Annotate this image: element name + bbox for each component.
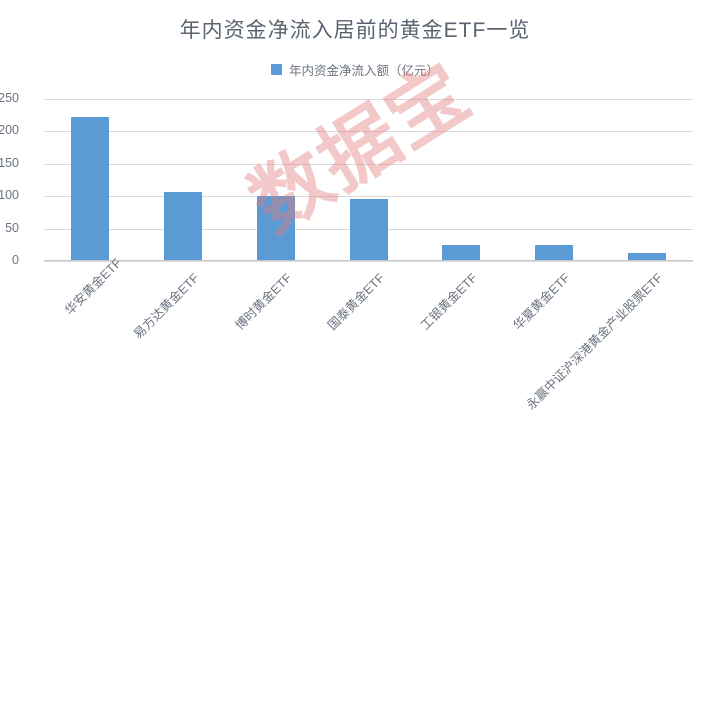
legend-series-label: 年内资金净流入额（亿元） <box>288 64 439 78</box>
bar[interactable] <box>442 244 481 261</box>
gridline <box>44 163 693 165</box>
x-axis-tick-label: 永赢中证沪深港黄金产业股票ETF <box>523 270 666 413</box>
bar[interactable] <box>349 198 388 261</box>
chart-title: 年内资金净流入居前的黄金ETF一览 <box>179 19 531 42</box>
y-axis-tick-label: 250 <box>0 91 19 105</box>
x-axis-tick-label: 博时黄金ETF <box>232 270 295 333</box>
bar[interactable] <box>71 117 110 261</box>
gridline <box>44 261 693 262</box>
gridline <box>44 196 693 198</box>
x-axis-tick-label: 工银黄金ETF <box>417 270 480 333</box>
chart-legend: 年内资金净流入额（亿元） <box>0 60 710 79</box>
x-axis-label-group: 华安黄金ETF 易方达黄金ETF 博时黄金ETF 国泰黄金ETF 工银黄金ETF 华夏黄金… <box>44 255 693 462</box>
y-axis-tick-label: 150 <box>0 155 19 170</box>
y-axis-tick-label: 50 <box>5 220 19 235</box>
plot-area: 250 200 150 100 50 0 <box>0 91 693 267</box>
bar[interactable] <box>164 192 203 261</box>
gridline <box>44 131 693 133</box>
bar[interactable] <box>627 252 666 261</box>
y-axis-tick-label: 200 <box>0 123 19 138</box>
bar[interactable] <box>256 196 295 261</box>
gridline <box>44 99 693 100</box>
x-axis-tick-label: 华安黄金ETF <box>62 255 125 318</box>
x-axis-line <box>44 260 693 261</box>
gold-etf-inflow-bar-chart: 年内资金净流入居前的黄金ETF一览 年内资金净流入额（亿元） 250 200 150… <box>0 19 710 462</box>
y-axis-tick-label: 100 <box>0 188 19 203</box>
y-axis-tick-label: 0 <box>12 253 19 267</box>
bar[interactable] <box>534 244 573 261</box>
legend-color-swatch <box>270 64 282 75</box>
